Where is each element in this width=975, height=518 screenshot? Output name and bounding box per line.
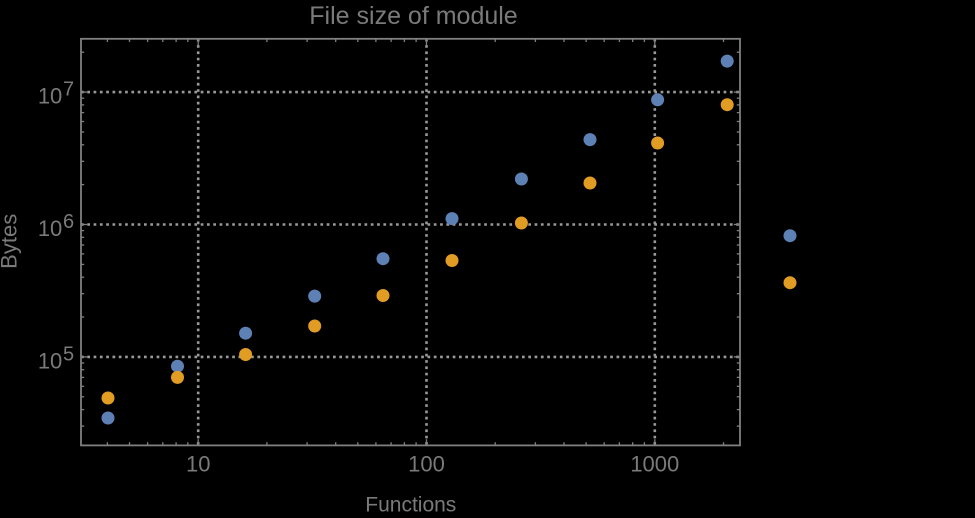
svg-text:10: 10	[186, 451, 210, 476]
svg-text:Bytes: Bytes	[0, 214, 22, 269]
svg-text:6: 6	[63, 211, 74, 233]
svg-text:Functions: Functions	[365, 493, 456, 513]
svg-text:5: 5	[63, 343, 74, 365]
svg-text:1000: 1000	[630, 451, 679, 476]
svg-text:7: 7	[63, 79, 74, 101]
svg-text:10: 10	[38, 348, 62, 373]
svg-text:100: 100	[408, 451, 445, 476]
svg-text:10: 10	[38, 84, 62, 109]
svg-text:File size of module: File size of module	[309, 2, 517, 30]
svg-text:10: 10	[38, 216, 62, 241]
